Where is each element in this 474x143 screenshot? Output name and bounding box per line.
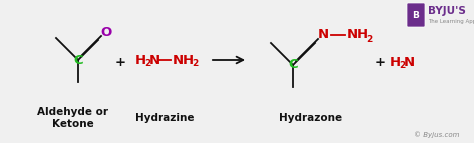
Text: N: N bbox=[149, 53, 160, 66]
FancyBboxPatch shape bbox=[407, 3, 425, 27]
Text: N: N bbox=[347, 28, 358, 41]
Text: 2: 2 bbox=[399, 61, 405, 70]
Text: N: N bbox=[173, 53, 184, 66]
Text: 2: 2 bbox=[192, 59, 198, 68]
Text: 2: 2 bbox=[144, 59, 150, 68]
Text: B: B bbox=[412, 10, 419, 19]
Text: +: + bbox=[115, 55, 126, 68]
Text: N: N bbox=[404, 55, 415, 68]
Text: Aldehyde or
Ketone: Aldehyde or Ketone bbox=[37, 107, 109, 129]
Text: O: O bbox=[100, 25, 111, 38]
Text: H: H bbox=[135, 53, 146, 66]
Text: BYJU'S: BYJU'S bbox=[428, 6, 466, 16]
Text: N: N bbox=[318, 28, 328, 41]
Text: C: C bbox=[73, 53, 83, 66]
Text: The Learning App: The Learning App bbox=[428, 18, 474, 23]
Text: 2: 2 bbox=[366, 34, 372, 43]
Text: H: H bbox=[390, 55, 401, 68]
Text: © Byjus.com: © Byjus.com bbox=[414, 132, 460, 138]
Text: H: H bbox=[183, 53, 194, 66]
Text: C: C bbox=[288, 58, 298, 72]
Text: Hydrazine: Hydrazine bbox=[135, 113, 195, 123]
Text: H: H bbox=[357, 28, 368, 41]
Text: Hydrazone: Hydrazone bbox=[280, 113, 343, 123]
Text: +: + bbox=[374, 55, 385, 68]
